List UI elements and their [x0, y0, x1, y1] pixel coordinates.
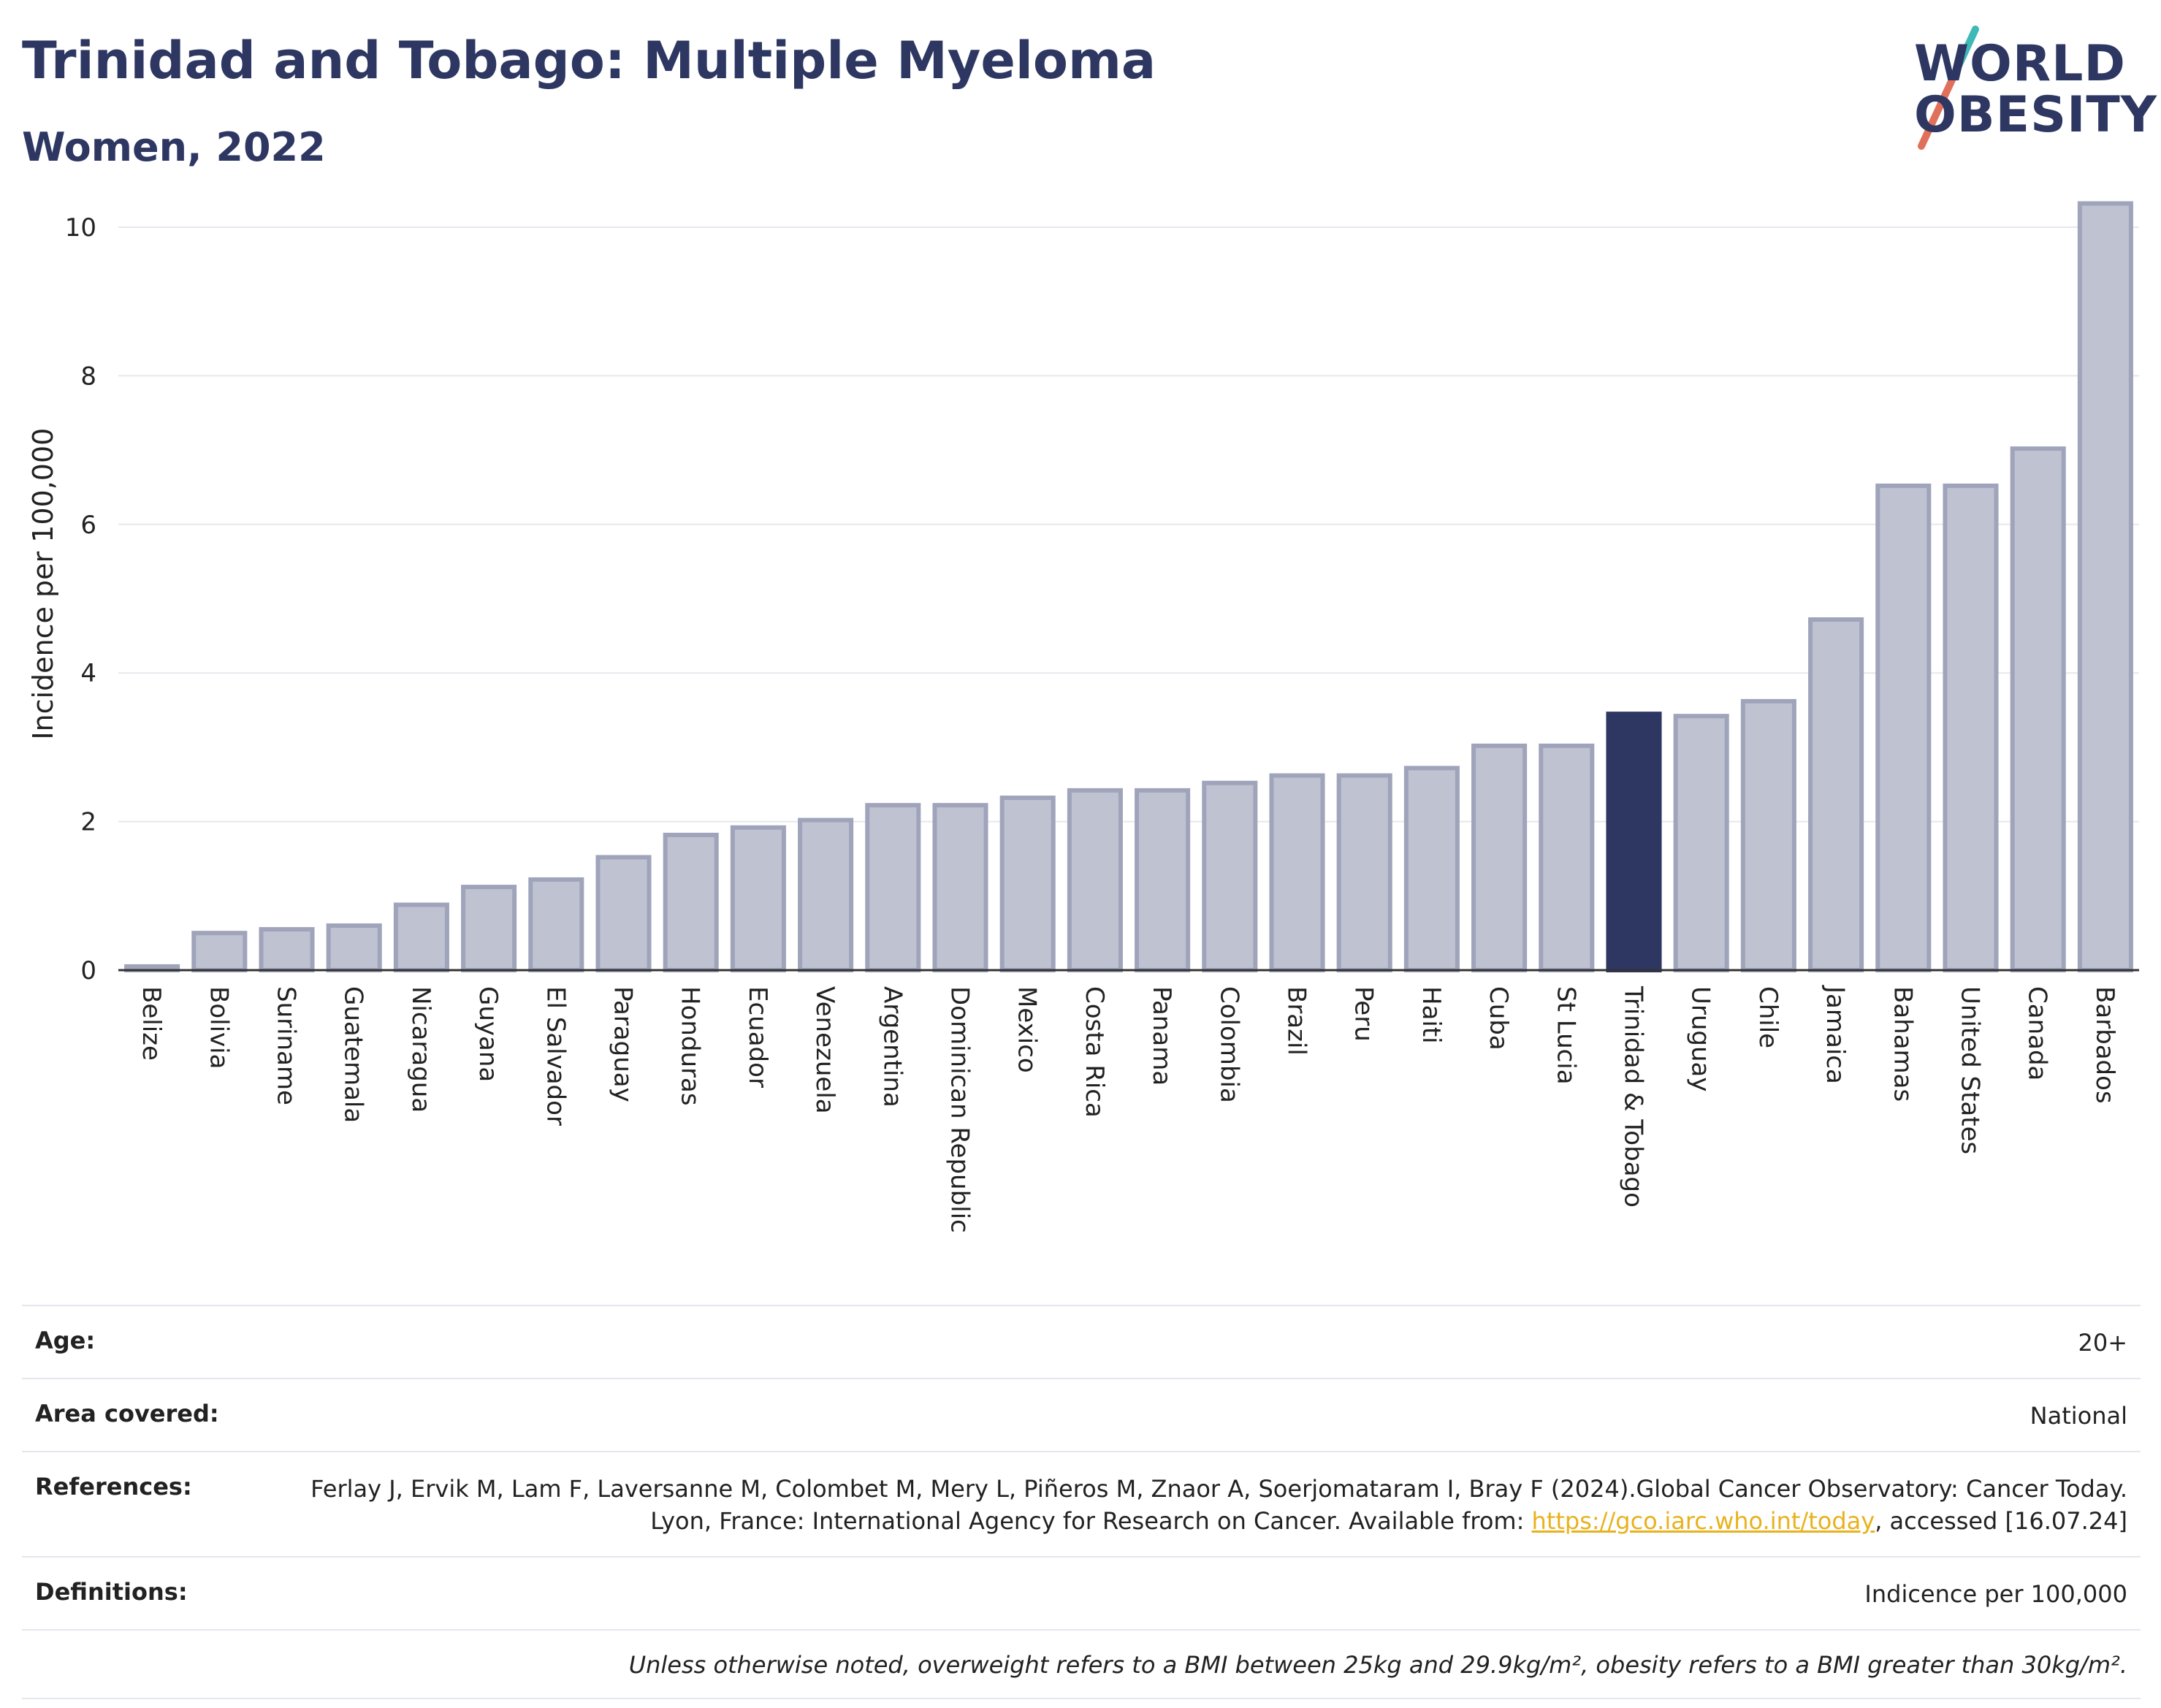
references-label: References:	[35, 1473, 192, 1501]
x-tick-label: Paraguay	[609, 986, 638, 1102]
bars	[124, 201, 2133, 973]
x-tick-label: Belize	[137, 986, 166, 1061]
bar-highlight	[1606, 712, 1662, 972]
references-link[interactable]: https://gco.iarc.who.int/today	[1531, 1507, 1875, 1535]
bar	[798, 817, 854, 973]
logo-line-1: WORLD	[1914, 35, 2126, 93]
chart-subtitle: Women, 2022	[22, 124, 326, 170]
bar	[1336, 773, 1392, 973]
bar	[1808, 617, 1864, 973]
y-axis-title: Incidence per 100,000	[27, 428, 59, 740]
x-tick-label: Cuba	[1484, 986, 1513, 1051]
info-row-area: Area covered: National	[22, 1378, 2141, 1451]
bar	[528, 877, 584, 972]
x-axis-labels: Belize Bolivia Suriname Guatemala Nicaragua G…	[137, 985, 2119, 1233]
references-text: Ferlay J, Ervik M, Lam F, Laversanne M, …	[310, 1475, 2127, 1535]
bar	[663, 832, 719, 972]
x-tick-label: Trinidad & Tobago	[1619, 985, 1648, 1208]
y-tick-label: 2	[80, 808, 96, 837]
x-tick-label: Guyana	[473, 986, 503, 1082]
bar	[1067, 788, 1123, 972]
bar	[999, 796, 1056, 972]
x-tick-label: Suriname	[272, 986, 301, 1105]
x-tick-label: Nicaragua	[406, 986, 435, 1113]
x-tick-label: Barbados	[2090, 986, 2119, 1104]
definitions-value: Indicence per 100,000	[1864, 1580, 2127, 1608]
y-tick-label: 6	[80, 511, 96, 540]
info-row-note: Unless otherwise noted, overweight refer…	[22, 1629, 2141, 1699]
x-tick-label: Peru	[1349, 986, 1379, 1042]
x-tick-label: Costa Rica	[1080, 986, 1109, 1118]
bar	[1135, 788, 1191, 972]
age-value: 20+	[2078, 1329, 2127, 1357]
y-tick-label: 4	[80, 659, 96, 688]
bar	[393, 902, 449, 973]
y-axis-ticks: 0 2 4 6 8 10	[65, 213, 96, 985]
x-tick-label: Honduras	[676, 986, 705, 1106]
references-value: Ferlay J, Ervik M, Lam F, Laversanne M, …	[301, 1473, 2127, 1537]
info-row-definitions: Definitions: Indicence per 100,000	[22, 1556, 2141, 1629]
x-tick-label: Bahamas	[1888, 986, 1917, 1102]
x-tick-label: Argentina	[877, 986, 907, 1107]
age-label: Age:	[35, 1327, 96, 1354]
bar	[191, 931, 248, 973]
x-tick-label: Dominican Republic	[945, 986, 975, 1233]
bar	[2010, 446, 2066, 973]
logo-slash-icon	[1918, 26, 1979, 150]
x-tick-label: Venezuela	[810, 986, 839, 1114]
y-tick-label: 0	[80, 956, 96, 985]
bar	[1740, 698, 1796, 972]
logo-line-2: OBESITY	[1914, 86, 2157, 144]
x-tick-label: Colombia	[1214, 986, 1243, 1103]
x-tick-label: Panama	[1147, 986, 1176, 1086]
bar	[932, 803, 988, 972]
info-row-references: References: Ferlay J, Ervik M, Lam F, La…	[22, 1451, 2141, 1556]
bar	[1875, 483, 1932, 973]
bar	[1471, 743, 1528, 972]
definitions-label: Definitions:	[35, 1578, 188, 1606]
bar	[730, 825, 786, 972]
x-tick-label: Brazil	[1282, 986, 1311, 1056]
x-tick-label: Canada	[2023, 986, 2052, 1080]
bar	[1943, 483, 1999, 973]
x-tick-label: Uruguay	[1686, 986, 1715, 1092]
area-value: National	[2029, 1402, 2127, 1430]
x-tick-label: El Salvador	[541, 986, 570, 1126]
bar	[1673, 714, 1729, 972]
x-tick-label: Bolivia	[204, 986, 233, 1069]
y-tick-label: 8	[80, 362, 96, 391]
bar	[865, 803, 921, 972]
chart-title: Trinidad and Tobago: Multiple Myeloma	[22, 31, 1156, 91]
y-tick-label: 10	[65, 213, 96, 243]
x-tick-label: Mexico	[1013, 986, 1042, 1073]
bar	[326, 923, 382, 973]
x-tick-label: Haiti	[1417, 986, 1446, 1044]
bar	[1403, 766, 1460, 972]
bar	[259, 927, 315, 973]
info-row-age: Age: 20+	[22, 1305, 2141, 1378]
bar	[2077, 201, 2133, 973]
x-tick-label: Chile	[1753, 986, 1783, 1048]
bar-chart: 0 2 4 6 8 10 Belize Bolivia Suriname Guatemala Ni…	[27, 201, 2139, 1233]
bar	[461, 885, 517, 972]
x-tick-label: Jamaica	[1821, 985, 1850, 1084]
bmi-note: Unless otherwise noted, overweight refer…	[628, 1651, 2127, 1679]
x-tick-label: United States	[1956, 986, 1985, 1154]
references-accessed: , accessed [16.07.24]	[1875, 1507, 2127, 1535]
x-tick-label: Ecuador	[743, 986, 772, 1088]
bar	[1539, 743, 1595, 972]
bar	[1202, 780, 1258, 972]
bar	[595, 855, 652, 973]
info-table: Age: 20+ Area covered: National Referenc…	[22, 1305, 2141, 1699]
x-tick-label: St Lucia	[1551, 986, 1580, 1085]
x-tick-label: Guatemala	[339, 986, 368, 1123]
area-label: Area covered:	[35, 1400, 219, 1427]
bar	[1269, 773, 1325, 973]
world-obesity-logo: WORLD OBESITY	[1899, 22, 2157, 153]
grid-lines	[118, 226, 2139, 823]
